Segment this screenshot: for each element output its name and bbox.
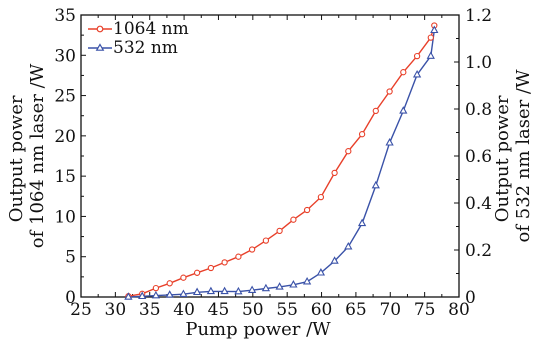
- data-point-532: [247, 285, 257, 293]
- legend-label-532: 532 nm: [113, 38, 178, 58]
- data-point-532: [316, 268, 326, 276]
- series-markers: [124, 22, 439, 300]
- data-point-1064: [386, 88, 393, 95]
- y-left-tick-label: 10: [54, 207, 76, 227]
- data-point-532: [138, 291, 147, 300]
- data-point-1064: [400, 69, 407, 76]
- x-tick-label: 35: [139, 300, 161, 320]
- y-left-tick-label: 0: [65, 288, 76, 308]
- x-tick-label: 45: [208, 300, 230, 320]
- data-point-532: [165, 290, 174, 298]
- data-point-532: [275, 282, 284, 290]
- y-right-tick-label: 0: [465, 288, 476, 308]
- x-tick-label: 50: [242, 300, 264, 320]
- x-tick-label: 65: [345, 300, 367, 320]
- x-tick-label: 25: [70, 300, 92, 320]
- data-point-1064: [276, 227, 283, 235]
- y-right-tick-label: 0.8: [465, 100, 492, 120]
- y-axis-title-left-line-2: of 1064 nm laser /W: [27, 63, 48, 248]
- data-point-532: [234, 286, 243, 295]
- legend-marker-1064: [96, 25, 104, 33]
- legend: 1064 nm 532 nm: [88, 19, 189, 58]
- data-point-1064: [193, 269, 201, 276]
- data-point-532: [289, 280, 298, 288]
- x-tick-label: 70: [379, 300, 401, 320]
- data-point-1064: [221, 259, 228, 266]
- y-axis-title-right: Output power of 532 nm laser /W: [492, 69, 534, 242]
- data-point-532: [206, 286, 216, 295]
- legend-label-1064: 1064 nm: [113, 19, 189, 39]
- y-axis-title-right-line-1: Output power: [492, 95, 513, 222]
- series-line-1064: [128, 25, 435, 297]
- y-left-tick-label: 25: [54, 87, 76, 107]
- y-left-tick-label: 35: [54, 6, 76, 26]
- data-point-532: [192, 287, 202, 296]
- x-tick-label: 60: [311, 300, 333, 320]
- data-point-532: [302, 276, 312, 285]
- data-point-532: [430, 25, 439, 34]
- legend-marker-532: [95, 43, 105, 51]
- data-point-1064: [180, 274, 187, 281]
- data-point-532: [399, 106, 408, 114]
- y-right-tick-label: 0.4: [465, 194, 492, 214]
- y-left-tick-label: 5: [65, 248, 76, 268]
- data-point-1064: [248, 246, 256, 253]
- data-point-1064: [372, 107, 379, 115]
- y-left-tick-label: 20: [54, 127, 76, 147]
- x-tick-label: 75: [414, 300, 436, 320]
- data-point-1064: [262, 237, 270, 244]
- y-right-tick-label: 0.2: [465, 241, 492, 261]
- data-point-532: [261, 283, 271, 292]
- tick-labels: 25 30 35 40 45 50 55 60 65 70 75 800510152025303500…: [54, 6, 492, 320]
- data-point-532: [330, 256, 339, 264]
- data-point-532: [371, 180, 380, 189]
- x-axis-title: Pump power /W: [185, 319, 331, 340]
- data-point-1064: [317, 193, 325, 201]
- series-line-532: [128, 30, 435, 298]
- data-point-1064: [358, 131, 366, 138]
- data-point-1064: [413, 52, 421, 60]
- data-point-532: [426, 51, 435, 59]
- data-point-532: [344, 241, 353, 250]
- data-point-1064: [331, 169, 338, 177]
- y-left-tick-label: 15: [54, 167, 76, 187]
- y-axis-title-left: Output power of 1064 nm laser /W: [6, 63, 48, 248]
- x-tick-label: 80: [448, 300, 470, 320]
- data-point-1064: [207, 264, 215, 272]
- y-axis-title-left-line-1: Output power: [6, 95, 27, 222]
- data-point-532: [357, 218, 367, 227]
- y-left-tick-label: 30: [54, 46, 76, 66]
- x-tick-label: 30: [105, 300, 127, 320]
- data-point-1064: [235, 253, 242, 260]
- data-point-532: [385, 138, 394, 146]
- data-point-532: [151, 290, 161, 299]
- data-point-1064: [427, 34, 434, 41]
- data-point-532: [179, 289, 188, 297]
- data-point-1064: [290, 216, 297, 223]
- data-point-532: [412, 69, 422, 78]
- data-point-532: [220, 286, 229, 295]
- data-point-1064: [345, 148, 352, 155]
- data-point-1064: [152, 284, 160, 292]
- y-right-tick-label: 0.6: [465, 147, 492, 167]
- data-point-532: [124, 292, 133, 300]
- x-tick-label: 40: [173, 300, 195, 320]
- y-right-tick-label: 1.2: [465, 6, 492, 26]
- data-point-1064: [166, 280, 173, 287]
- y-right-tick-label: 1.0: [465, 53, 492, 73]
- data-point-1064: [303, 206, 311, 214]
- y-axis-title-right-line-2: of 532 nm laser /W: [513, 69, 534, 242]
- series-lines: [128, 25, 435, 298]
- x-tick-label: 55: [276, 300, 298, 320]
